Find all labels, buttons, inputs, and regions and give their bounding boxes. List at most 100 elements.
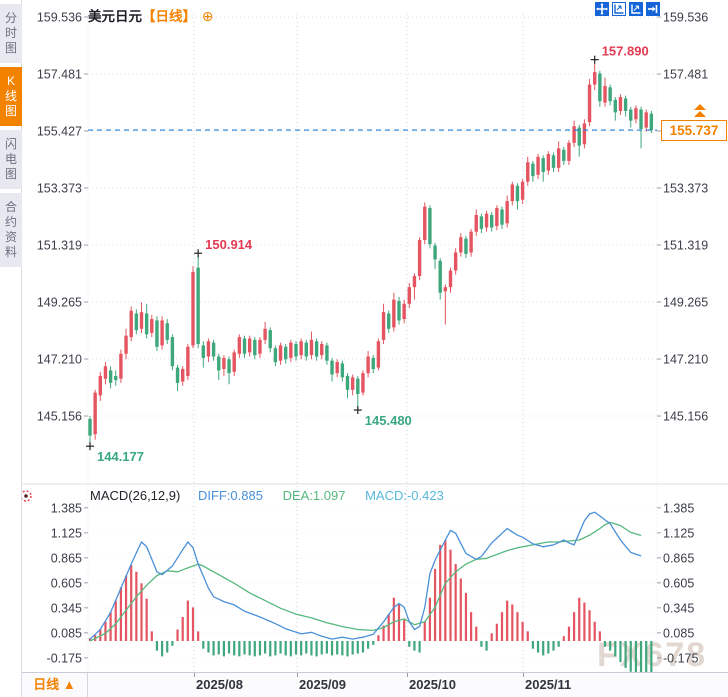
pan-icon[interactable]: [595, 2, 609, 16]
macd-axis-label-left: 0.085: [51, 626, 82, 640]
time-axis-bar: 日线 ▲ 2025/08 2025/09 2025/10 2025/11: [22, 672, 728, 697]
price-axis-label-left: 149.265: [37, 295, 82, 309]
candle-body: [639, 109, 643, 129]
macd-hist-bar: [639, 641, 643, 672]
macd-hist-bar: [444, 540, 447, 641]
candle-body: [237, 337, 242, 354]
macd-hist-bar: [609, 641, 612, 651]
candle-body: [515, 185, 520, 202]
price-axis-label-right: 145.156: [663, 410, 708, 424]
candle-body: [320, 344, 324, 356]
macd-hist-bar: [392, 597, 395, 641]
macd-axis-label-right: 0.085: [663, 626, 694, 640]
macd-hist-bar: [325, 641, 328, 654]
candle-body: [376, 341, 381, 368]
exit-chart-icon[interactable]: [646, 2, 660, 16]
price-axis-label-left: 157.481: [37, 68, 82, 82]
period-selector[interactable]: 日线 ▲: [22, 673, 88, 697]
price-axis-label-right: 149.265: [663, 295, 708, 309]
candle-body: [438, 260, 442, 293]
candle-body: [263, 328, 267, 340]
macd-hist-bar: [598, 631, 601, 641]
candle-body: [520, 181, 525, 200]
candle-body: [629, 109, 633, 121]
candle-body: [572, 126, 576, 143]
indicator-settings-icon[interactable]: [19, 489, 33, 503]
symbol-name: 美元日元: [88, 9, 142, 24]
extreme-marker: 150.914: [194, 237, 253, 258]
macd-hist-bar: [511, 604, 514, 641]
macd-hist-bar: [227, 641, 231, 654]
time-axis-tick: [523, 673, 524, 677]
candle-body: [618, 97, 623, 111]
sidebar-tab-合约资料[interactable]: 合约资料: [0, 193, 22, 267]
candle-body: [448, 270, 453, 288]
candle-body: [299, 341, 303, 356]
candle-body: [490, 214, 494, 228]
macd-hist-bar: [300, 641, 303, 656]
macd-hist-bar: [573, 612, 576, 641]
macd-hist-bar: [490, 633, 493, 641]
candle-body: [314, 341, 319, 357]
macd-hist-bar: [439, 544, 442, 641]
macd-hist-bar: [367, 641, 370, 649]
macd-hist-bar: [521, 621, 524, 641]
candle-body: [191, 271, 195, 346]
macd-hist-bar: [320, 641, 323, 655]
candle-body: [325, 345, 329, 361]
macd-hist-bar: [588, 610, 591, 641]
macd-hist-bar: [480, 641, 483, 647]
time-axis-tick: [194, 673, 195, 677]
candle-body: [582, 123, 587, 145]
current-price-badge: 155.737: [661, 120, 727, 142]
candle-body: [196, 267, 200, 345]
macd-hist-bar: [614, 641, 617, 657]
price-axis-label-right: 147.210: [663, 353, 708, 367]
time-axis-label: 2025/09: [299, 677, 346, 692]
macd-hist-bar: [531, 641, 534, 649]
candle-body: [181, 369, 185, 382]
candlestick-chart[interactable]: 159.536159.536157.481157.481155.427155.4…: [0, 0, 728, 672]
macd-axis-label-right: 0.865: [663, 551, 694, 565]
candle-body: [186, 346, 190, 376]
macd-axis-label-left: 1.385: [51, 501, 82, 515]
candle-body: [103, 366, 108, 379]
candle-body: [536, 156, 540, 175]
candle-body: [392, 299, 396, 328]
candle-body: [387, 313, 391, 329]
candle-body: [644, 112, 648, 128]
axis-zoom-icon[interactable]: [612, 2, 626, 16]
macd-hist-bar: [222, 641, 225, 657]
macd-hist-bar: [433, 568, 437, 641]
sidebar-tab-闪电图[interactable]: 闪电图: [0, 130, 22, 189]
candle-body: [289, 342, 293, 358]
axis-scale-icon[interactable]: [629, 2, 643, 16]
candle-body: [170, 337, 175, 367]
macd-hist-bar: [305, 641, 308, 654]
macd-hist-bar: [202, 641, 205, 649]
macd-hist-bar: [464, 592, 468, 641]
macd-hist-bar: [629, 641, 632, 672]
price-axis-label-right: 157.481: [663, 68, 708, 82]
candle-body: [350, 377, 355, 390]
macd-hist-bar: [351, 641, 354, 655]
macd-hist-bar: [166, 641, 169, 653]
candle-body: [598, 73, 602, 102]
macd-hist-bar: [377, 635, 380, 641]
add-indicator-icon[interactable]: ⊕: [201, 8, 214, 24]
macd-hist-bar: [88, 638, 92, 641]
candle-body: [397, 301, 401, 321]
macd-hist-bar: [207, 641, 210, 653]
candle-body: [119, 353, 123, 379]
macd-hist-bar: [346, 641, 349, 657]
macd-hist-bar: [418, 641, 421, 653]
candle-body: [412, 276, 417, 288]
macd-hist-bar: [356, 641, 359, 654]
candle-body: [309, 339, 314, 356]
macd-hist-bar: [542, 641, 545, 656]
macd-hist-bar: [269, 641, 272, 657]
candle-body: [634, 108, 638, 120]
candle-body: [211, 342, 216, 357]
sidebar-tab-分时图[interactable]: 分时图: [0, 4, 22, 63]
